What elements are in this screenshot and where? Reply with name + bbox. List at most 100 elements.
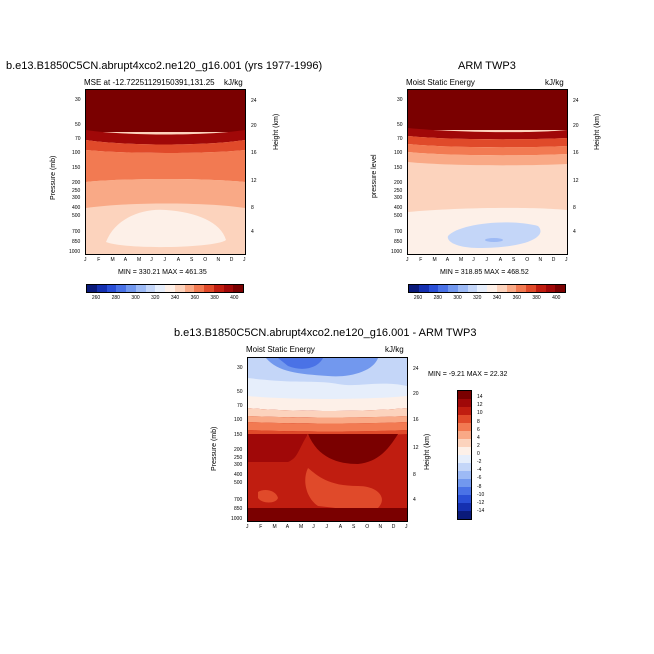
x-tick-label: M [110,257,115,263]
y-tick-label: 100 [234,417,243,424]
panel3-title: b.e13.B1850C5CN.abrupt4xco2.ne120_g16.00… [174,327,477,339]
contour-band [408,90,567,130]
colorbar-label: 14 [477,394,483,401]
x-tick-label: J [150,257,153,263]
x-tick-label: J [472,257,475,263]
y-right-tick-label: 4 [251,229,254,236]
colorbar-label: 380 [210,295,219,301]
panel3-ylabel-right: Height (km) [424,433,431,470]
y-tick-label: 300 [394,194,403,201]
colorbar-label: 260 [91,295,101,301]
y-tick-label: 850 [234,506,243,513]
y-tick-label: 400 [234,471,243,478]
colorbar-label: 260 [413,295,423,301]
panel1-contour [86,90,245,254]
panel2-ylabel: pressure level [371,154,378,198]
y-tick-label: 30 [75,96,81,103]
contour-band [248,422,407,432]
x-tick-label: D [229,257,234,263]
panel2-subtitle-right: kJ/kg [545,78,564,87]
x-tick-label: N [378,524,383,530]
colorbar-label: 10 [477,410,483,417]
colorbar-label: 360 [512,295,521,301]
contour-band [248,434,308,462]
y-tick-label: 700 [72,229,81,236]
panel1-title: b.e13.B1850C5CN.abrupt4xco2.ne120_g16.00… [6,60,323,72]
panel2-stats: MIN = 318.85 MAX = 468.52 [440,269,529,276]
x-tick-label: S [190,257,194,263]
y-tick-label: 50 [397,121,403,128]
y-right-tick-label: 20 [573,123,579,130]
contour-band [248,508,407,521]
x-tick-label: M [299,524,304,530]
colorbar-label: 320 [151,295,160,301]
x-tick-label: J [325,524,329,530]
y-tick-label: 70 [397,135,403,142]
y-tick-label: 70 [75,135,81,142]
x-tick-label: S [352,524,356,530]
y-right-tick-label: 12 [573,177,579,184]
colorbar-label: 12 [477,402,483,409]
y-tick-label: 250 [234,455,243,462]
x-tick-label: F [259,524,263,530]
panel1-colorbar [86,284,244,293]
y-right-tick-label: 24 [573,98,579,105]
colorbar-label: -14 [477,507,485,514]
panel1-ylabel: Pressure (mb) [50,155,57,200]
x-tick-label: J [84,257,87,263]
y-tick-label: 700 [234,496,243,503]
x-tick-label: A [285,524,290,530]
colorbar-label: -4 [477,467,482,474]
panel2-ylabel-right: Height (km) [594,113,601,150]
panel1-subtitle-right: kJ/kg [224,78,243,87]
y-right-tick-label: 8 [413,471,416,478]
x-tick-label: A [445,257,450,263]
y-right-tick-label: 12 [413,445,419,452]
x-tick-label: A [498,257,503,263]
x-tick-label: D [391,524,396,530]
y-tick-label: 200 [394,179,403,186]
x-tick-label: O [525,257,530,263]
x-tick-label: J [485,257,489,263]
y-tick-label: 150 [234,432,243,439]
colorbar-label: -2 [477,459,482,466]
x-tick-label: J [163,257,167,263]
y-tick-label: 700 [394,229,403,236]
y-tick-label: 70 [237,403,243,410]
panel3-contour [248,358,407,521]
contour-band [86,150,245,182]
y-right-tick-label: 16 [573,149,579,156]
x-tick-label: F [419,257,423,263]
y-right-tick-label: 24 [251,98,257,105]
contour-band [86,130,245,145]
contour-band [408,152,567,166]
colorbar-label: 4 [477,434,480,441]
panel2-colorbar [408,284,566,293]
colorbar-label: -12 [477,499,485,506]
y-tick-label: 850 [394,239,403,246]
y-tick-label: 500 [234,480,243,487]
contour-band [86,90,245,132]
y-right-tick-label: 24 [413,366,419,373]
contour-band [308,434,398,464]
panel2-plot [407,89,568,255]
contour-band [278,358,323,369]
y-tick-label: 50 [237,389,243,396]
colorbar-label: 8 [477,418,480,425]
x-tick-label: O [365,524,370,530]
contour-band [106,209,226,248]
contour-band [408,128,567,140]
panel3-colorbar [457,390,472,520]
y-tick-label: 300 [234,461,243,468]
y-right-tick-label: 20 [251,123,257,130]
y-right-tick-label: 16 [413,417,419,424]
x-tick-label: N [538,257,543,263]
x-tick-label: M [459,257,464,263]
contour-band [408,136,567,148]
contour-band [258,490,278,503]
contour-band [248,416,407,424]
colorbar-label: 340 [170,295,180,301]
y-tick-label: 1000 [69,249,81,256]
colorbar-label: -6 [477,475,482,482]
x-tick-label: M [137,257,142,263]
